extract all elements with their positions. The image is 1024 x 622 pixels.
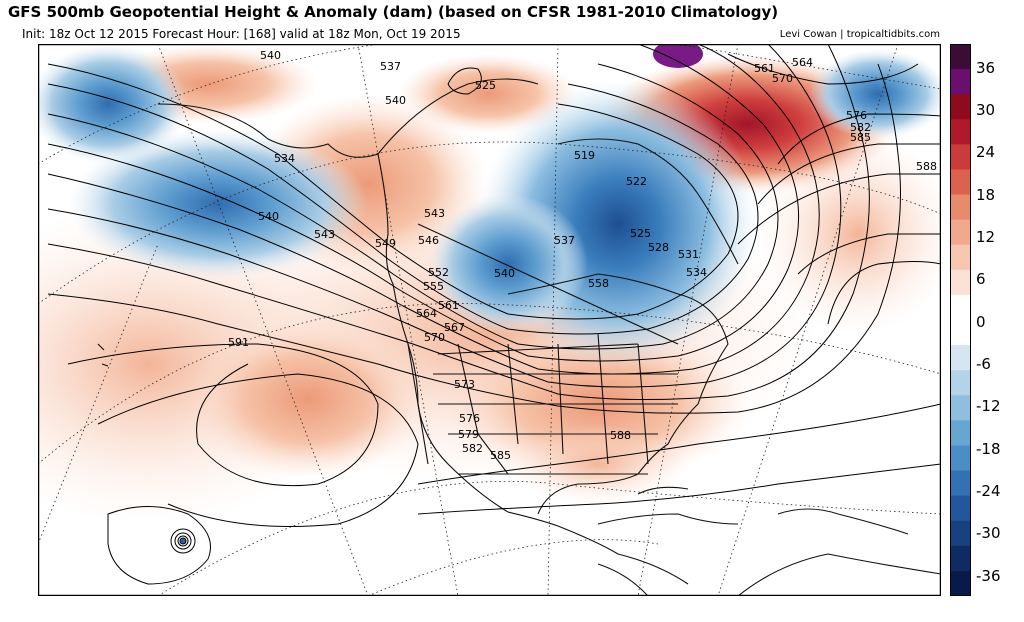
contour-label: 522 [626, 175, 647, 188]
colorbar-swatch [950, 545, 971, 572]
colorbar-swatch [950, 94, 971, 120]
contour-label: 534 [274, 152, 295, 165]
colorbar-swatch [950, 520, 971, 547]
colorbar-label: 0 [976, 313, 986, 331]
contour-label: 540 [260, 49, 281, 62]
colorbar-swatch [950, 69, 971, 95]
contour-label: 582 [462, 442, 483, 455]
coastlines [97, 78, 941, 596]
contour-label: 531 [678, 248, 699, 261]
colorbar-swatch [950, 269, 971, 296]
colorbar-swatch [950, 320, 971, 346]
height-anomaly-map: 540 537 540 525 534 540 543 519 522 525 … [38, 44, 941, 596]
colorbar-label: -18 [976, 440, 1001, 458]
colorbar-label: 24 [976, 143, 996, 161]
chart-title: GFS 500mb Geopotential Height & Anomaly … [8, 3, 779, 21]
contour-label: 588 [610, 429, 631, 442]
colorbar-label: -6 [976, 355, 991, 373]
contour-label: 519 [574, 149, 595, 162]
height-contours [47, 44, 941, 585]
colorbar-swatch [950, 144, 971, 170]
colorbar-label: -24 [976, 482, 1001, 500]
colorbar-swatch [950, 470, 971, 497]
colorbar-label: -36 [976, 567, 1001, 585]
colorbar-swatch [950, 119, 971, 145]
contour-label: 564 [792, 56, 813, 69]
contour-label: 525 [630, 227, 651, 240]
contour-label: 543 [314, 228, 335, 241]
contour-label: 528 [648, 241, 669, 254]
colorbar-swatch [950, 219, 971, 246]
contour-label: 564 [416, 307, 437, 320]
colorbar-swatch [950, 194, 971, 221]
contour-label: 585 [850, 131, 871, 144]
contour-label: 585 [490, 449, 511, 462]
contour-label: 579 [458, 428, 479, 441]
contour-label: 537 [380, 60, 401, 73]
contour-label: 543 [424, 207, 445, 220]
colorbar-label: 36 [976, 59, 996, 77]
colorbar-label: 6 [976, 270, 986, 288]
contour-labels: 540 537 540 525 534 540 543 519 522 525 … [228, 49, 937, 462]
contour-label: 546 [418, 234, 439, 247]
contour-label: 582 [850, 121, 871, 134]
contour-label: 549 [375, 237, 396, 250]
colorbar-swatch [950, 395, 971, 421]
contour-label: 561 [754, 62, 775, 75]
contour-label: 570 [772, 72, 793, 85]
colorbar-label: -30 [976, 524, 1001, 542]
colorbar-label: -12 [976, 397, 1001, 415]
colorbar-swatch [950, 294, 971, 321]
colorbar-label: 30 [976, 101, 996, 119]
colorbar-swatch [950, 370, 971, 396]
contour-label: 576 [846, 109, 867, 122]
anomaly-colorbar [950, 44, 971, 596]
colorbar-label: 12 [976, 228, 996, 246]
contour-label: 561 [438, 299, 459, 312]
colorbar-swatch [950, 44, 971, 70]
contour-label: 576 [459, 412, 480, 425]
contour-label: 537 [554, 234, 575, 247]
contour-label: 540 [258, 210, 279, 223]
contour-label: 552 [428, 266, 449, 279]
latlon-grid [38, 44, 941, 596]
contour-label: 555 [423, 280, 444, 293]
contour-label: 591 [228, 336, 249, 349]
contour-label: 567 [444, 321, 465, 334]
contour-label: 525 [475, 79, 496, 92]
contour-label: 540 [494, 267, 515, 280]
colorbar-swatch [950, 169, 971, 196]
contour-label: 534 [686, 266, 707, 279]
colorbar-swatch [950, 570, 971, 596]
contour-label: 558 [588, 277, 609, 290]
contour-label: 540 [385, 94, 406, 107]
contour-label: 588 [916, 160, 937, 173]
colorbar-label: 18 [976, 186, 996, 204]
forecast-info: Init: 18z Oct 12 2015 Forecast Hour: [16… [22, 27, 461, 41]
colorbar-swatch [950, 345, 971, 371]
colorbar-swatch [950, 495, 971, 522]
contour-label: 570 [424, 331, 445, 344]
contour-label: 573 [454, 378, 475, 391]
credit-label: Levi Cowan | tropicaltidbits.com [779, 29, 940, 40]
colorbar-swatch [950, 244, 971, 271]
colorbar-swatch [950, 445, 971, 472]
colorbar-swatch [950, 420, 971, 446]
